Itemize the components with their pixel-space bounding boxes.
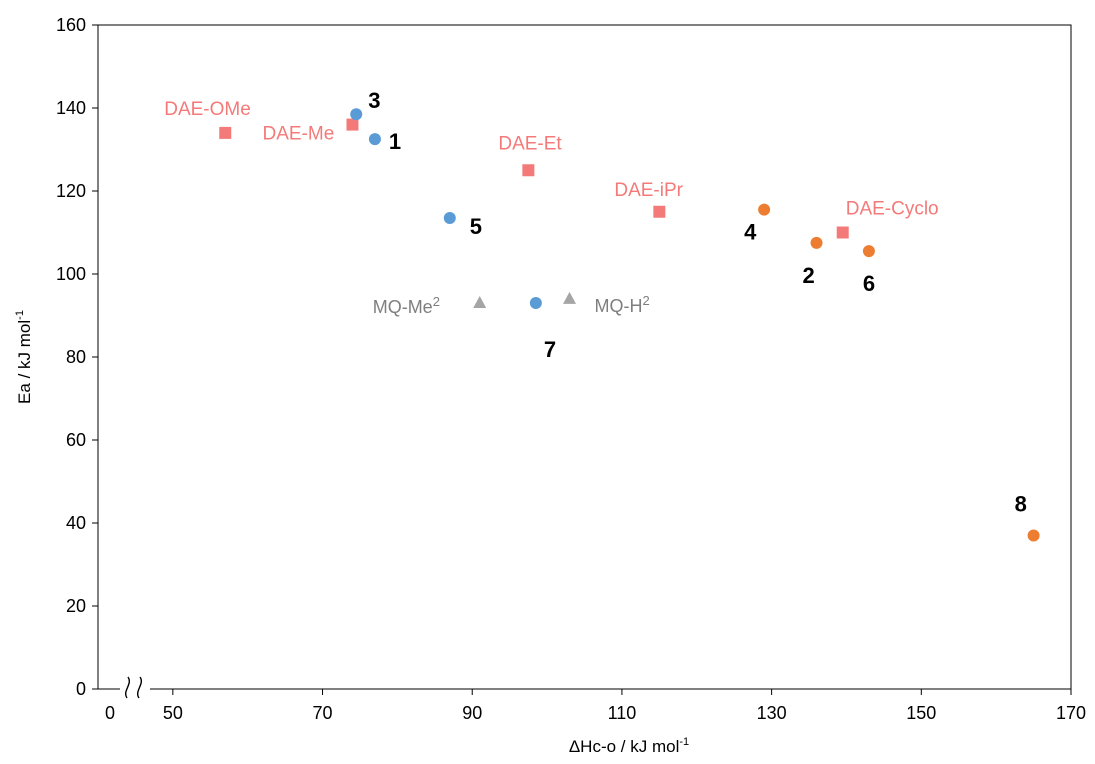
x-tick-label: 150 — [906, 703, 936, 723]
x-tick-label: 130 — [757, 703, 787, 723]
point-label: DAE-Cyclo — [846, 199, 939, 220]
y-axis-ticks: 0 20 40 60 80 100 120 140 160 — [56, 15, 98, 699]
circle-point — [443, 211, 456, 224]
circle-point — [758, 203, 771, 216]
x-axis-ticks: 0 50 70 90 110 130 150 170 — [105, 689, 1086, 723]
point-label: MQ-H2 — [595, 293, 650, 316]
y-tick-label: 40 — [66, 513, 86, 533]
x-tick-label: 110 — [608, 703, 637, 723]
y-tick-label: 120 — [56, 181, 86, 201]
point-label: 7 — [544, 337, 556, 362]
point-label: 8 — [1015, 491, 1027, 516]
square-point — [653, 205, 666, 218]
point-label: DAE-iPr — [614, 180, 683, 201]
point-label: 5 — [470, 214, 482, 239]
point-label: DAE-Me — [262, 124, 334, 145]
square-point — [346, 118, 359, 131]
plot-area — [97, 24, 1072, 690]
x-tick-label: 70 — [313, 703, 333, 723]
x-axis-label: ΔHc-o / kJ mol-1 — [569, 736, 689, 756]
point-label: MQ-Me2 — [373, 294, 440, 317]
x-tick-label: 50 — [163, 703, 183, 723]
x-tick-label: 90 — [462, 703, 482, 723]
point-label: 4 — [744, 220, 757, 245]
circle-point — [862, 245, 875, 258]
y-tick-label: 20 — [66, 596, 86, 616]
point-labels: DAE-OMe DAE-Me DAE-Et DAE-iPr DAE-Cyclo 31 5 7 4… — [164, 88, 1027, 516]
data-points — [219, 108, 1040, 542]
square-point — [219, 126, 232, 139]
point-label: DAE-OMe — [164, 99, 251, 120]
point-label: 3 — [368, 88, 380, 113]
y-axis-label: Ea / kJ mol-1 — [14, 310, 34, 404]
point-label: 6 — [863, 271, 875, 296]
circle-point — [1027, 529, 1040, 542]
y-tick-label: 0 — [76, 679, 86, 699]
square-point — [522, 164, 535, 177]
y-tick-label: 60 — [66, 430, 86, 450]
y-tick-label: 100 — [56, 264, 86, 284]
point-label: 1 — [389, 129, 401, 154]
circle-point — [350, 108, 363, 121]
triangle-point — [473, 296, 487, 309]
x-tick-label: 0 — [105, 703, 115, 723]
circle-point — [368, 133, 381, 146]
triangle-point — [563, 291, 577, 304]
x-axis-break-mark — [120, 676, 150, 700]
circle-point — [529, 297, 542, 310]
circle-point — [810, 236, 823, 249]
y-tick-label: 140 — [56, 98, 86, 118]
point-label: 2 — [803, 263, 815, 288]
y-tick-label: 80 — [66, 347, 86, 367]
square-point — [836, 226, 849, 239]
x-tick-label: 170 — [1056, 703, 1086, 723]
point-label: DAE-Et — [498, 133, 562, 154]
y-tick-label: 160 — [56, 15, 86, 35]
